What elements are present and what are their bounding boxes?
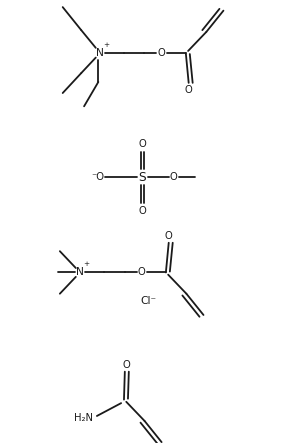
Text: S: S [139,171,146,184]
Text: O: O [138,268,146,277]
Text: N: N [96,48,104,58]
Text: O: O [170,172,178,182]
Text: O: O [139,139,146,148]
Text: +: + [83,261,89,268]
Text: O: O [165,231,173,241]
Text: N: N [76,268,84,277]
Text: H₂N: H₂N [74,413,93,423]
Text: O: O [158,48,166,58]
Text: +: + [103,42,109,48]
Text: O: O [122,361,130,370]
Text: Cl⁻: Cl⁻ [140,296,156,306]
Text: O: O [139,206,146,216]
Text: O: O [185,85,193,95]
Text: ⁻O: ⁻O [92,172,105,182]
